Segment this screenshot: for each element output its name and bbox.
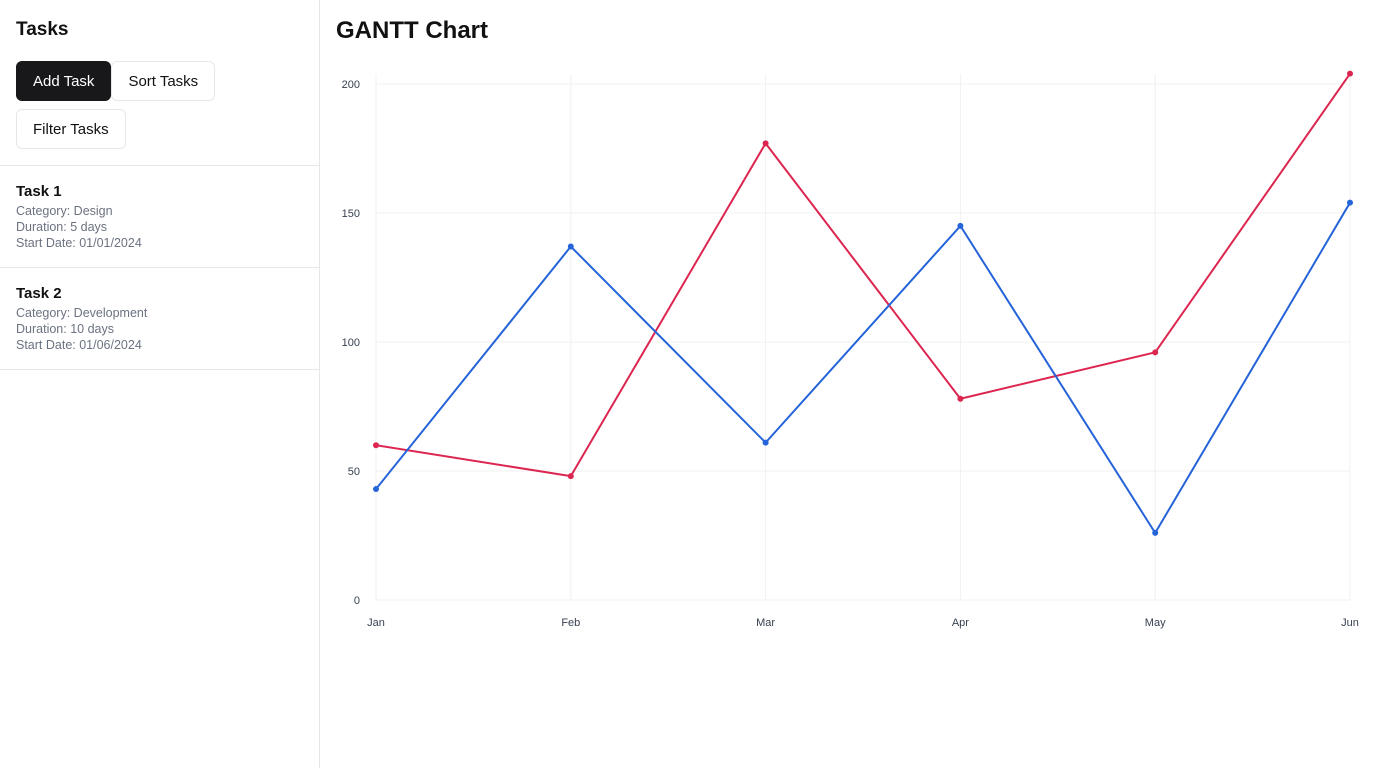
line-chart: 0 50 100 150 200 Jan Feb Mar Apr May Jun [342,70,1359,629]
data-point [957,222,964,229]
series-line [375,73,1351,478]
sidebar: Tasks Add Task Sort Tasks Filter Tasks T… [0,0,320,768]
data-point [567,473,574,480]
data-point [1347,199,1353,206]
task-duration: Duration: 10 days [16,322,114,336]
y-tick-label: 150 [342,208,360,220]
y-tick-label: 0 [354,595,360,607]
data-point [1152,349,1159,356]
data-point [1152,529,1159,536]
x-tick-label: May [1145,617,1166,629]
x-tick-label: Jun [1341,617,1359,629]
sidebar-header: Tasks Add Task Sort Tasks Filter Tasks [0,0,319,166]
x-tick-label: Feb [561,617,580,629]
task-name: Task 2 [16,285,62,302]
data-point [1347,70,1353,77]
add-task-button[interactable]: Add Task [16,61,112,101]
data-point [762,439,769,446]
task-category: Category: Design [16,204,113,218]
x-tick-label: Apr [952,617,969,629]
series-line [375,202,1351,534]
task-start-date: Start Date: 01/01/2024 [16,236,142,250]
task-actions: Add Task Sort Tasks Filter Tasks [16,61,246,149]
data-point [567,243,574,250]
sort-tasks-button[interactable]: Sort Tasks [111,61,216,101]
data-point [373,442,379,449]
task-duration: Duration: 5 days [16,220,108,234]
task-name: Task 1 [16,183,62,200]
x-tick-label: Mar [756,617,775,629]
y-tick-label: 200 [342,79,360,91]
chart-title: GANTT Chart [336,17,488,44]
x-tick-label: Jan [367,617,385,629]
data-point [373,486,379,493]
data-point [957,395,964,402]
filter-tasks-button[interactable]: Filter Tasks [16,109,126,149]
task-item[interactable]: Task 1 Category: Design Duration: 5 days… [0,166,319,268]
data-point [762,140,769,147]
chart-panel: GANTT Chart 0 50 100 150 200 Jan Feb Mar Apr May J… [320,0,1376,768]
task-category: Category: Development [16,306,148,320]
task-item[interactable]: Task 2 Category: Development Duration: 1… [0,268,319,370]
y-tick-label: 100 [342,337,360,349]
y-tick-label: 50 [348,466,360,478]
task-start-date: Start Date: 01/06/2024 [16,338,142,352]
sidebar-title: Tasks [16,19,69,40]
